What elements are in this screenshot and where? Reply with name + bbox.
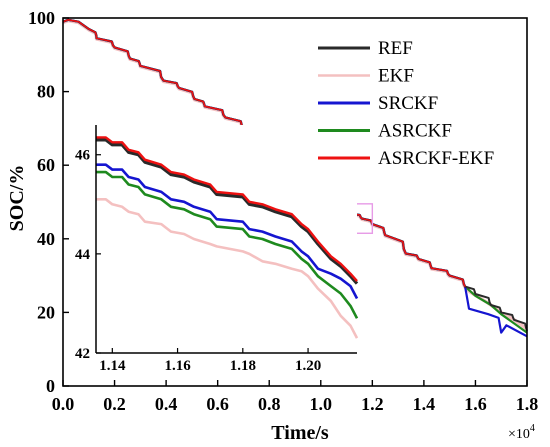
x-tick-label: 0.4 <box>155 394 178 414</box>
legend-label-asrckf: ASRCKF <box>378 121 452 142</box>
y-tick-label: 60 <box>37 155 55 175</box>
main-axes: 0.0 0.2 0.4 0.6 0.8 1.0 1.2 1.4 1.6 1.8 0 20 40 60 80 1… <box>28 8 538 414</box>
inset-y-tick-label: 44 <box>75 247 91 263</box>
x-tick-label: 0.8 <box>258 394 281 414</box>
inset-line-srckf <box>96 163 359 300</box>
inset-line-asrckf <box>96 170 359 319</box>
legend-label-srckf: SRCKF <box>378 93 438 114</box>
x-tick-label: 0.6 <box>206 394 229 414</box>
inset-line-ref <box>96 138 359 285</box>
legend-label-asrckf-ekf: ASRCKF-EKF <box>378 148 494 169</box>
y-tick-label: 80 <box>37 82 55 102</box>
y-tick-label: 20 <box>37 302 55 322</box>
inset-line-asrckf-ekf <box>96 136 358 282</box>
inset-x-tick-label: 1.16 <box>164 358 191 374</box>
inset-x-tick-label: 1.14 <box>99 358 126 374</box>
y-tick-label: 40 <box>37 229 55 249</box>
inset-background <box>96 125 357 353</box>
legend: REF EKF SRCKF ASRCKF ASRCKF-EKF <box>318 38 494 169</box>
y-tick-label: 100 <box>28 8 55 28</box>
legend-label-ref: REF <box>378 38 413 59</box>
inset-line-ekf <box>96 198 359 339</box>
x-axis-multiplier: ×104 <box>508 423 535 442</box>
y-axis-title: SOC/% <box>6 165 28 232</box>
x-tick-label: 1.0 <box>310 394 333 414</box>
inset-y-tick-label: 42 <box>75 346 90 362</box>
inset-x-tick-label: 1.18 <box>230 358 256 374</box>
x-tick-label: 1.4 <box>413 394 436 414</box>
x-tick-label: 1.8 <box>516 394 539 414</box>
plot-frame <box>62 17 528 387</box>
inset-y-tick-label: 46 <box>75 148 91 164</box>
x-tick-label: 1.6 <box>464 394 487 414</box>
x-tick-label: 0.0 <box>52 394 75 414</box>
inset-zoom-plot: 1.14 1.16 1.18 1.20 42 44 46 <box>75 125 359 374</box>
x-tick-label: 0.2 <box>103 394 126 414</box>
legend-label-ekf: EKF <box>378 66 414 87</box>
x-axis-title: Time/s <box>271 422 329 444</box>
x-tick-label: 1.2 <box>361 394 384 414</box>
inset-x-tick-label: 1.20 <box>295 358 321 374</box>
y-tick-label: 0 <box>46 376 55 396</box>
